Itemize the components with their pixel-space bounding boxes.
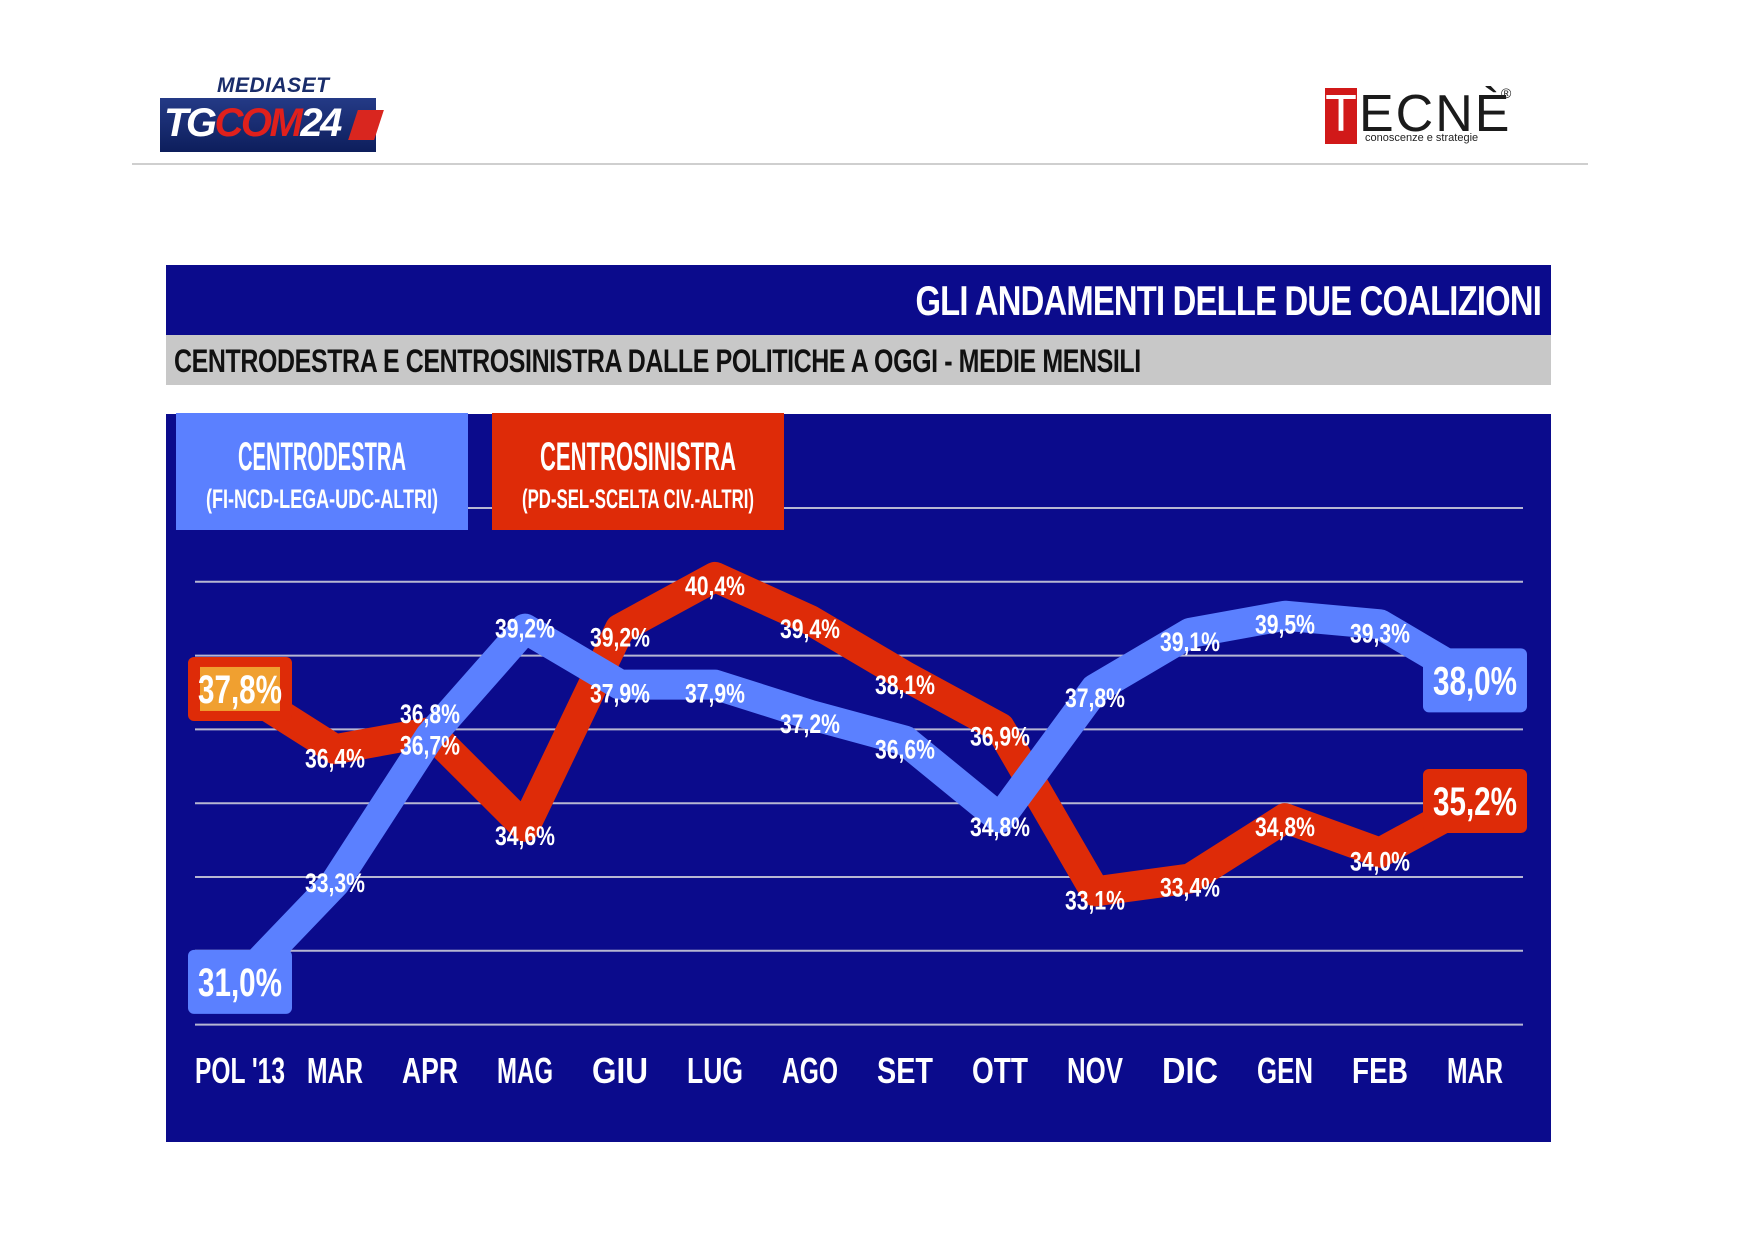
data-labels-centrosinistra: 37,8% 36,4% 36,8% 34,6% 39,2% 40,4% 39,4% 38,1%… [188,571,1527,915]
x-tick-label: MAG [497,1050,553,1091]
x-tick-label: MAR [1447,1050,1503,1091]
x-tick-label: SET [877,1050,933,1091]
chart-subtitle: CENTRODESTRA E CENTROSINISTRA DALLE POLI… [174,343,1141,379]
data-label: 39,4% [780,614,840,644]
tecne-logo: T ECNÈ ® conoscenze e strategie [1325,85,1512,144]
tgcom24-logo: MEDIASET TGCOM24 [160,74,384,154]
x-tick-label: APR [402,1050,458,1091]
data-label: 39,1% [1160,627,1220,657]
end-label-box [1423,768,1527,833]
data-label: 40,4% [685,571,745,601]
data-label: 34,0% [1350,847,1410,877]
data-label: 33,4% [1160,873,1220,903]
series-line-centrodestra [225,600,1490,997]
gridlines [195,507,1523,1026]
chart-title: GLI ANDAMENTI DELLE DUE COALIZIONI [915,277,1541,324]
data-label: 36,4% [305,743,365,773]
data-label: 36,8% [400,699,460,729]
legend-centrosinistra: CENTROSINISTRA (PD-SEL-SCELTA CIV.-ALTRI) [492,413,784,530]
data-label: 37,8% [198,668,282,712]
x-tick-label: POL '13 [195,1050,285,1091]
series-line-centrosinistra [225,561,1490,907]
x-axis-labels: POL '13 MAR APR MAG GIU LUG AGO SET OTT NOV DIC GEN… [195,1050,1503,1091]
data-label: 39,2% [495,614,555,644]
data-label: 34,8% [1255,812,1315,842]
data-label: 39,5% [1255,610,1315,640]
mediaset-label: MEDIASET [217,74,330,97]
data-label: 36,9% [970,722,1030,752]
header-divider [132,163,1588,165]
subtitle-bar: CENTRODESTRA E CENTROSINISTRA DALLE POLI… [166,335,1551,385]
data-label: 33,3% [305,868,365,898]
legend-subtitle: (PD-SEL-SCELTA CIV.-ALTRI) [522,484,754,514]
data-label: 31,0% [198,961,282,1005]
x-tick-label: OTT [972,1050,1028,1091]
x-tick-label: GEN [1257,1050,1313,1091]
legend-title: CENTROSINISTRA [540,435,736,479]
end-label-box [1423,648,1527,713]
data-label: 36,7% [400,730,460,760]
legend-title: CENTRODESTRA [238,435,406,479]
legend-subtitle: (FI-NCD-LEGA-UDC-ALTRI) [206,484,438,514]
legend-box [492,413,784,530]
data-label: 37,9% [685,679,745,709]
data-label: 39,2% [590,623,650,653]
data-labels-centrodestra: 31,0% 33,3% 36,7% 39,2% 37,9% 37,9% 37,2% 36,6%… [188,610,1527,1014]
x-tick-label: NOV [1067,1050,1123,1091]
end-label-box [188,949,292,1014]
data-label: 37,9% [590,679,650,709]
legend-centrodestra: CENTRODESTRA (FI-NCD-LEGA-UDC-ALTRI) [176,413,468,530]
data-label: 38,1% [875,670,935,700]
x-tick-label: MAR [307,1050,363,1091]
data-label: 38,0% [1433,659,1517,703]
data-label: 35,2% [1433,780,1517,824]
data-label: 37,2% [780,709,840,739]
x-tick-label: FEB [1352,1050,1408,1091]
data-label: 36,6% [875,735,935,765]
x-tick-label: AGO [782,1050,838,1091]
title-bar: GLI ANDAMENTI DELLE DUE COALIZIONI [166,265,1551,335]
highlight-box [200,666,280,711]
legend-box [176,413,468,530]
x-tick-label: LUG [687,1050,743,1091]
x-tick-label: GIU [592,1050,648,1091]
data-label: 39,3% [1350,618,1410,648]
data-label: 33,1% [1065,885,1125,915]
tecne-tagline: conoscenze e strategie [1365,132,1479,144]
data-label: 34,6% [495,821,555,851]
data-label: 37,8% [1065,683,1125,713]
data-label: 34,8% [970,812,1030,842]
x-tick-label: DIC [1162,1050,1218,1091]
